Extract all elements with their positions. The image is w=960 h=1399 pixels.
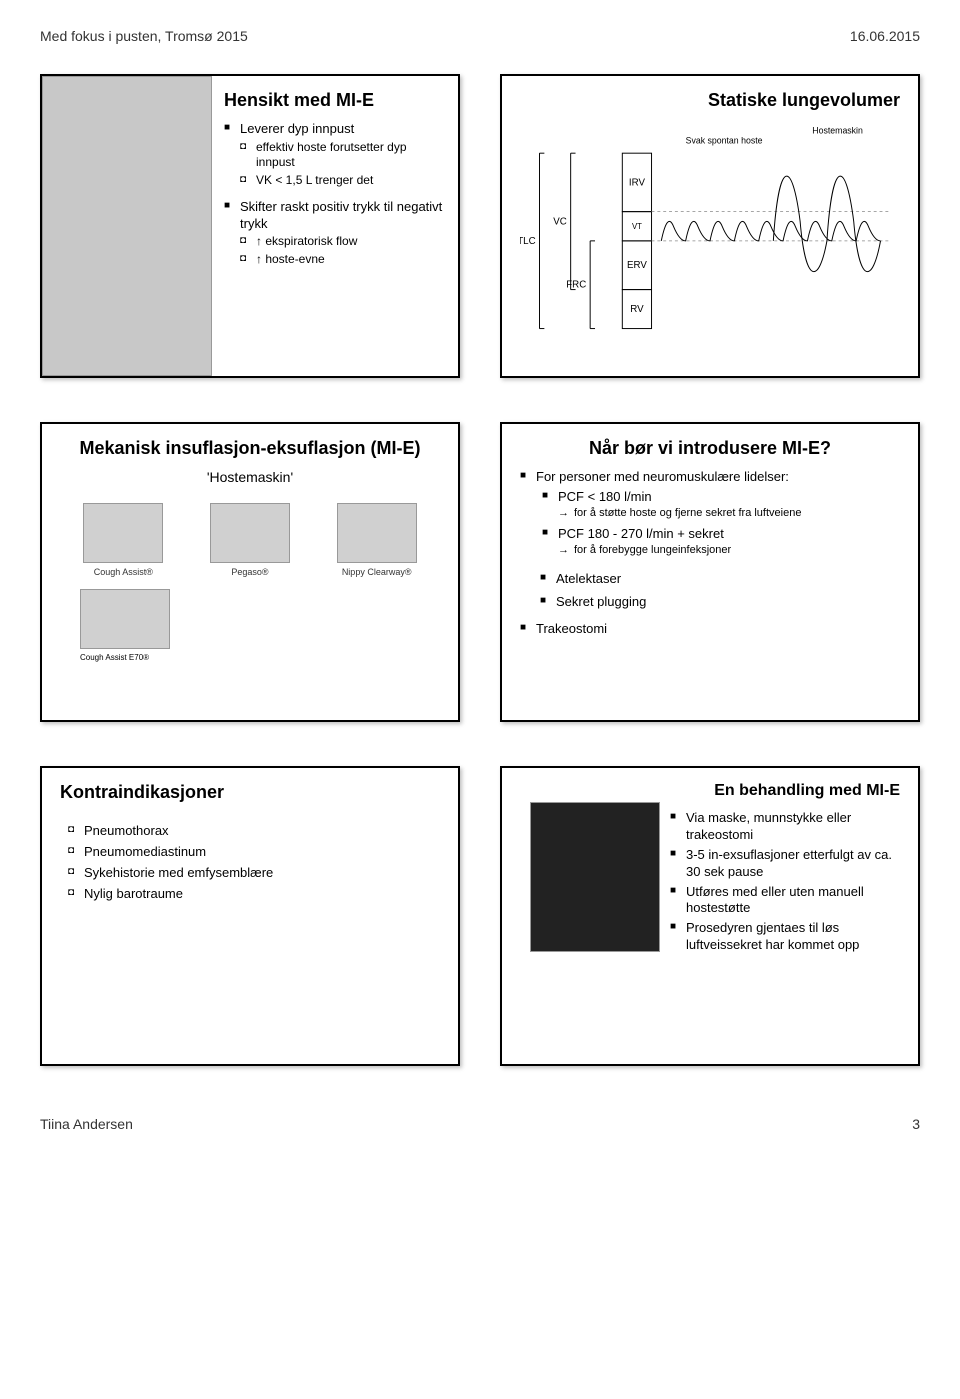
- device-item: Pegaso®: [205, 503, 295, 577]
- device-image: [210, 503, 290, 563]
- slide-behandling: En behandling med MI-E Via maske, munnst…: [500, 766, 920, 1066]
- header-left: Med fokus i pusten, Tromsø 2015: [40, 28, 248, 44]
- sub-text: PCF 180 - 270 l/min + sekret: [558, 526, 724, 541]
- slide1-list: Leverer dyp innpust effektiv hoste forut…: [224, 121, 446, 268]
- slide-title: Statiske lungevolumer: [520, 90, 900, 111]
- slide-row-1: Hensikt med MI-E Leverer dyp innpust eff…: [40, 74, 920, 378]
- list-item: Utføres med eller uten manuell hostestøt…: [670, 884, 900, 918]
- extra-device-image: [80, 589, 170, 649]
- list-item: Sekret plugging: [540, 594, 900, 611]
- slide-row-3: Kontraindikasjoner Pneumothorax Pneumome…: [40, 766, 920, 1066]
- svg-text:RV: RV: [630, 304, 644, 315]
- device-label: Nippy Clearway®: [332, 567, 422, 577]
- device-item: Nippy Clearway®: [332, 503, 422, 577]
- sub-text: PCF < 180 l/min: [558, 489, 652, 504]
- item-text: Skifter raskt positiv trykk til negativt…: [240, 199, 442, 231]
- header-right: 16.06.2015: [850, 28, 920, 44]
- svg-text:VT: VT: [632, 222, 642, 231]
- slide-kontraindikasjoner: Kontraindikasjoner Pneumothorax Pneumome…: [40, 766, 460, 1066]
- lung-volume-diagram: TLC VC FRC IRV VT ERV RV Svak spontan hoste Host…: [520, 121, 900, 351]
- slide-title: Kontraindikasjoner: [60, 782, 440, 803]
- list-item: Prosedyren gjentaes til løs luftveissekr…: [670, 920, 900, 954]
- list-item: 3-5 in-exsuflasjoner etterfulgt av ca. 3…: [670, 847, 900, 881]
- list-item: Via maske, munnstykke eller trakeostomi: [670, 810, 900, 844]
- list-item: Leverer dyp innpust effektiv hoste forut…: [224, 121, 446, 189]
- slide-row-2: Mekanisk insuflasjon-eksuflasjon (MI-E) …: [40, 422, 920, 722]
- page-header: Med fokus i pusten, Tromsø 2015 16.06.20…: [40, 28, 920, 44]
- extra-device-label: Cough Assist E70®: [80, 653, 440, 662]
- slide5-list: Pneumothorax Pneumomediastinum Sykehisto…: [68, 823, 440, 903]
- list-item: Pneumomediastinum: [68, 844, 440, 861]
- slide4-list: For personer med neuromuskulære lidelser…: [520, 469, 900, 638]
- item-text: Trakeostomi: [536, 621, 607, 636]
- device-label: Cough Assist®: [78, 567, 168, 577]
- device-image: [337, 503, 417, 563]
- slide-title: Når bør vi introdusere MI-E?: [520, 438, 900, 459]
- mouse-cat-image: [42, 76, 212, 376]
- svg-text:IRV: IRV: [629, 177, 646, 188]
- item-text: For personer med neuromuskulære lidelser…: [536, 469, 789, 484]
- slide-lungevolumer: Statiske lungevolumer TLC VC FRC IRV VT ERV RV…: [500, 74, 920, 378]
- svg-text:TLC: TLC: [520, 236, 536, 247]
- svg-text:Svak spontan hoste: Svak spontan hoste: [686, 135, 763, 145]
- arrow-item: for å støtte hoste og fjerne sekret fra …: [558, 506, 900, 520]
- list-item: Skifter raskt positiv trykk til negativt…: [224, 199, 446, 268]
- list-item: Sykehistorie med emfysemblære: [68, 865, 440, 882]
- list-item: Trakeostomi: [520, 621, 900, 638]
- list-item: Atelektaser: [540, 571, 900, 588]
- list-item: Pneumothorax: [68, 823, 440, 840]
- svg-text:FRC: FRC: [566, 280, 586, 291]
- slide6-list: Via maske, munnstykke eller trakeostomi …: [670, 810, 900, 954]
- footer-right: 3: [912, 1116, 920, 1132]
- slide-title: Mekanisk insuflasjon-eksuflasjon (MI-E): [60, 438, 440, 459]
- page-footer: Tiina Andersen 3: [40, 1116, 920, 1132]
- sub-item: VK < 1,5 L trenger det: [240, 173, 446, 189]
- svg-text:ERV: ERV: [627, 260, 647, 271]
- footer-left: Tiina Andersen: [40, 1116, 133, 1132]
- slide-introdusere: Når bør vi introdusere MI-E? For persone…: [500, 422, 920, 722]
- device-label: Pegaso®: [205, 567, 295, 577]
- device-row: Cough Assist® Pegaso® Nippy Clearway®: [60, 503, 440, 577]
- slide-title: Hensikt med MI-E: [224, 90, 446, 111]
- svg-text:VC: VC: [553, 216, 567, 227]
- sub-item: ↑ hoste-evne: [240, 252, 446, 268]
- device-image: [83, 503, 163, 563]
- item-text: Leverer dyp innpust: [240, 121, 354, 136]
- slide-title: En behandling med MI-E: [670, 782, 900, 800]
- xray-image: [530, 802, 660, 952]
- item-text: Sekret plugging: [556, 594, 646, 609]
- slide-hensikt: Hensikt med MI-E Leverer dyp innpust eff…: [40, 74, 460, 378]
- arrow-item: for å forebygge lungeinfeksjoner: [558, 543, 900, 557]
- item-text: Atelektaser: [556, 571, 621, 586]
- sub-item: effektiv hoste forutsetter dyp innpust: [240, 140, 446, 171]
- device-item: Cough Assist®: [78, 503, 168, 577]
- slide-mie-devices: Mekanisk insuflasjon-eksuflasjon (MI-E) …: [40, 422, 460, 722]
- list-item: For personer med neuromuskulære lidelser…: [520, 469, 900, 557]
- slide-subtitle: 'Hostemaskin': [60, 469, 440, 485]
- svg-text:Hostemaskin: Hostemaskin: [812, 126, 863, 136]
- sub-item: ↑ ekspiratorisk flow: [240, 234, 446, 250]
- sub-item: PCF < 180 l/min for å støtte hoste og fj…: [542, 489, 900, 520]
- list-item: Nylig barotraume: [68, 886, 440, 903]
- sub-item: PCF 180 - 270 l/min + sekret for å foreb…: [542, 526, 900, 557]
